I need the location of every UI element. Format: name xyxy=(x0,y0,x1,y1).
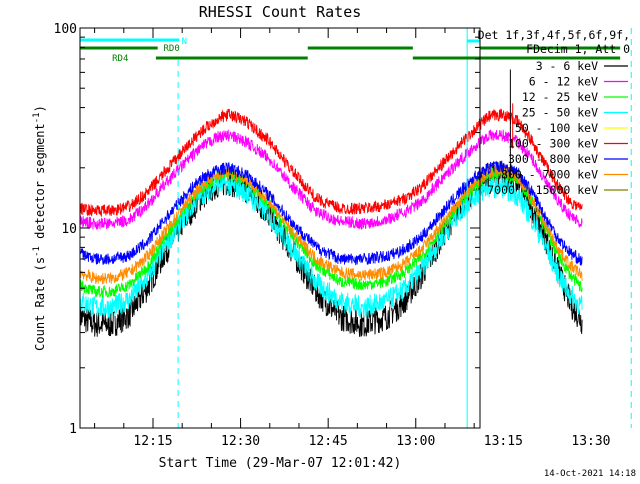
y-tick-label: 100 xyxy=(54,22,77,37)
series-line-0 xyxy=(79,108,583,217)
series-line-2 xyxy=(79,160,583,266)
legend-entry-label: 800 - 7000 keV xyxy=(501,168,598,182)
legend-entry-label: 12 - 25 keV xyxy=(522,90,598,104)
x-tick-label: 13:00 xyxy=(396,434,435,449)
x-tick-label: 12:15 xyxy=(133,434,172,449)
y-tick-label: 10 xyxy=(61,222,77,237)
series-line-1 xyxy=(79,129,583,230)
legend-entry-label: 3 - 6 keV xyxy=(536,59,598,73)
legend-header: Det 1f,3f,4f,5f,6f,9f, xyxy=(478,28,630,42)
legend-entry-label: 6 - 12 keV xyxy=(529,75,598,89)
legend: Det 1f,3f,4f,5f,6f,9f,FDecim 1, Att 0 3 -… xyxy=(478,28,630,197)
x-axis-label: Start Time (29-Mar-07 12:01:42) xyxy=(159,456,402,471)
x-tick-label: 13:15 xyxy=(484,434,523,449)
legend-header: FDecim 1, Att 0 xyxy=(526,42,630,56)
legend-entry-label: 25 - 50 keV xyxy=(522,106,598,120)
y-axis-label: Count Rate (s-1 detector segment-1) xyxy=(32,105,47,351)
rd0-label: RD0 xyxy=(164,44,180,54)
legend-entry-label: 7000 - 15000 keV xyxy=(487,183,598,197)
x-tick-label: 13:30 xyxy=(571,434,610,449)
legend-entry-label: 100 - 300 keV xyxy=(508,137,598,151)
axes-layer: 1 10 100 12:15 12:30 12:45 13:00 13:15 13:30 xyxy=(54,22,611,449)
x-tick-label: 12:30 xyxy=(221,434,260,449)
y-tick-label: 1 xyxy=(69,422,77,437)
legend-entry-label: 300 - 800 keV xyxy=(508,152,598,166)
x-tick-label: 12:45 xyxy=(309,434,348,449)
series-layer xyxy=(79,69,583,337)
rd4-label: RD4 xyxy=(112,54,128,64)
legend-entry-label: 50 - 100 keV xyxy=(515,121,598,135)
attenuator-label: N xyxy=(182,37,187,47)
chart-title: RHESSI Count Rates xyxy=(199,3,362,21)
series-line-5 xyxy=(79,173,583,319)
timestamp-label: 14-Oct-2021 14:18 xyxy=(544,469,636,479)
